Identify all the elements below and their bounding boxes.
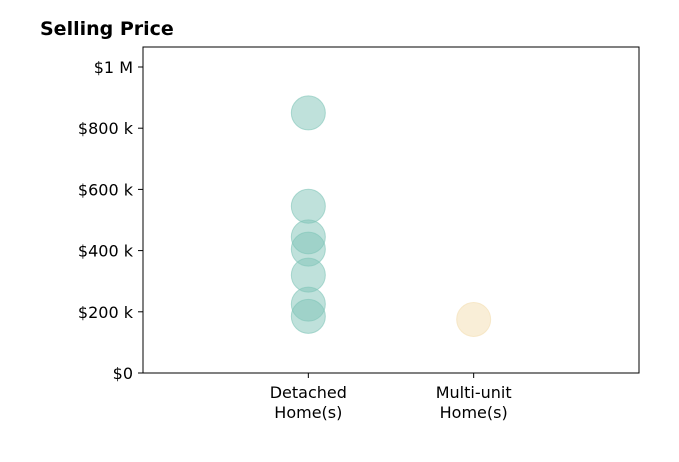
y-tick-label: $400 k xyxy=(78,242,134,261)
x-tick-label: Multi-unit xyxy=(436,383,512,402)
data-point xyxy=(290,188,326,224)
x-tick-label: Home(s) xyxy=(440,403,508,422)
y-axis: $0 $200 k $400 k $600 k $800 k $1 M xyxy=(78,58,143,383)
y-tick-label: $800 k xyxy=(78,119,134,138)
data-point xyxy=(290,298,326,334)
data-points xyxy=(290,95,492,337)
y-tick-label: $600 k xyxy=(78,180,134,199)
data-point xyxy=(456,301,492,337)
x-tick-label: Home(s) xyxy=(274,403,342,422)
chart-title: Selling Price xyxy=(40,18,174,40)
y-tick-label: $0 xyxy=(113,364,133,383)
y-tick-label: $1 M xyxy=(94,58,133,77)
x-tick-label: Detached xyxy=(270,383,347,402)
plot-area xyxy=(142,46,640,374)
data-point xyxy=(290,95,326,131)
y-tick-label: $200 k xyxy=(78,303,134,322)
